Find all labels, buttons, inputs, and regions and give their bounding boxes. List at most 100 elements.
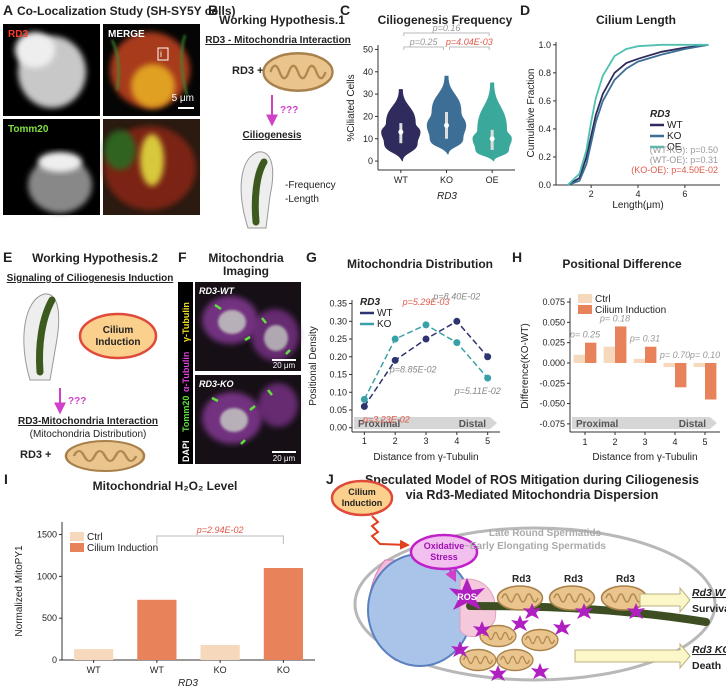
point bbox=[484, 353, 492, 361]
mito-signal bbox=[211, 389, 273, 445]
measure: -Frequency bbox=[285, 180, 336, 191]
node-label: Oxidative bbox=[424, 541, 465, 551]
y-tick-label: 0.4 bbox=[538, 124, 551, 134]
outcome-note: (Mitochondria Distribution) bbox=[30, 429, 147, 440]
panel-e: E Working Hypothesis.2 Signaling of Cili… bbox=[3, 249, 174, 473]
x-axis-label: RD3 bbox=[437, 191, 457, 202]
y-tick-label: 0.20 bbox=[329, 352, 347, 362]
panel-title: Working Hypothesis.2 bbox=[32, 251, 158, 265]
y-tick-label: 1000 bbox=[37, 571, 57, 581]
y-tick-label: 30 bbox=[363, 89, 373, 99]
legend-swatch bbox=[70, 532, 84, 541]
scale-label: 5 μm bbox=[172, 93, 194, 104]
p-value: p=0.25 bbox=[409, 37, 439, 47]
bar bbox=[645, 346, 657, 363]
point bbox=[422, 335, 430, 343]
x-tick-label: 2 bbox=[589, 189, 594, 199]
cdf-line bbox=[567, 43, 709, 186]
violin bbox=[472, 82, 512, 162]
mitochondrion bbox=[459, 648, 497, 672]
panel-label: F bbox=[178, 249, 187, 265]
y-tick-label: 0.000 bbox=[542, 358, 565, 368]
panel-label: J bbox=[326, 471, 334, 487]
mitochondrion bbox=[262, 52, 334, 92]
cell-signal bbox=[131, 64, 175, 108]
bar bbox=[573, 354, 585, 363]
cell-signal bbox=[38, 152, 82, 172]
node-label: Induction bbox=[342, 498, 383, 508]
x-axis-label: Distance from γ-Tubulin bbox=[373, 452, 478, 463]
y-axis-label: Positional Density bbox=[308, 326, 319, 405]
bar bbox=[585, 342, 597, 363]
p-value: (KO-OE): p=4.50E-02 bbox=[631, 165, 718, 175]
bar bbox=[615, 326, 627, 363]
heading: Signaling of Ciliogenesis Induction bbox=[7, 273, 174, 284]
measure: -Length bbox=[285, 194, 319, 205]
panel-label: B bbox=[208, 2, 218, 18]
y-tick-label: 0 bbox=[368, 156, 373, 166]
panel-label: E bbox=[3, 249, 12, 265]
y-tick-label: 0.050 bbox=[542, 317, 565, 327]
legend-label: Cilium Induction bbox=[87, 543, 158, 554]
stage-label: Late Round Spermatids bbox=[489, 528, 602, 539]
bar bbox=[663, 362, 675, 368]
legend-swatch bbox=[70, 543, 84, 552]
channel-label: RD3 bbox=[8, 29, 28, 40]
cell-signal bbox=[111, 34, 188, 96]
node-label: Cilium bbox=[103, 325, 134, 336]
p-value: p= 0.70 bbox=[659, 350, 690, 360]
cilium bbox=[251, 158, 268, 226]
y-axis-label: Normalized MitoPY1 bbox=[14, 545, 25, 637]
stage-label: ~Early Elongating Spermatids bbox=[464, 541, 606, 552]
cell-signal bbox=[104, 130, 136, 170]
chart-title: Mitochondria Distribution bbox=[347, 257, 493, 271]
y-tick-label: 20 bbox=[363, 111, 373, 121]
panel-label: C bbox=[340, 2, 350, 18]
x-tick-label: 4 bbox=[635, 189, 640, 199]
y-tick-label: 0.30 bbox=[329, 316, 347, 326]
node-label: Stress bbox=[430, 552, 458, 562]
chart-title: Ciliogenesis Frequency bbox=[378, 13, 513, 27]
x-tick-label: 4 bbox=[454, 436, 459, 446]
cell-signal bbox=[15, 32, 55, 68]
x-tick-label: KO bbox=[277, 665, 290, 675]
factor: RD3 + bbox=[20, 449, 52, 461]
y-tick-label: 0.6 bbox=[538, 96, 551, 106]
x-tick-label: WT bbox=[87, 665, 101, 675]
x-tick-label: KO bbox=[440, 175, 453, 185]
y-tick-label: 0.2 bbox=[538, 152, 551, 162]
y-tick-label: 1.0 bbox=[538, 40, 551, 50]
x-tick-label: 2 bbox=[612, 437, 617, 447]
panel-b: B Working Hypothesis.1 RD3 - Mitochondri… bbox=[205, 2, 351, 229]
legend-label: KO bbox=[667, 131, 682, 142]
p-value: (WT-OE): p=0.31 bbox=[650, 155, 718, 165]
region-label: Proximal bbox=[576, 419, 618, 430]
legend-label: WT bbox=[377, 308, 393, 319]
region-band bbox=[354, 417, 497, 429]
y-tick-label: 0.15 bbox=[329, 370, 347, 380]
p-value: p=8.85E-02 bbox=[389, 364, 437, 374]
point bbox=[422, 321, 430, 329]
protein-label: Rd3 bbox=[564, 574, 583, 585]
panel-f: F Mitochondria Imaging DAPI Tomm20 α-Tub… bbox=[178, 249, 301, 464]
legend-title: RD3 bbox=[360, 297, 380, 308]
point bbox=[360, 395, 368, 403]
legend-title: RD3 bbox=[650, 109, 670, 120]
mitochondrion bbox=[548, 585, 596, 611]
bracket bbox=[449, 46, 490, 50]
panel-label: D bbox=[520, 2, 530, 18]
region-label: Distal bbox=[459, 419, 486, 430]
stress-node bbox=[409, 533, 479, 571]
x-tick-label: OE bbox=[486, 175, 499, 185]
stain-key bbox=[178, 282, 193, 464]
protein-label: Rd3 bbox=[512, 574, 531, 585]
bar bbox=[74, 649, 114, 660]
x-tick-label: KO bbox=[214, 665, 227, 675]
stain-label: Tomm20 bbox=[181, 396, 191, 432]
outcome-genotype: Rd3 KO bbox=[692, 644, 726, 656]
bracket bbox=[156, 535, 284, 544]
y-axis-label: %Ciliated Cells bbox=[346, 74, 357, 141]
x-tick-label: WT bbox=[150, 665, 164, 675]
stain-label: γ-Tubulin bbox=[181, 302, 191, 342]
panel-title: Imaging bbox=[223, 264, 269, 278]
